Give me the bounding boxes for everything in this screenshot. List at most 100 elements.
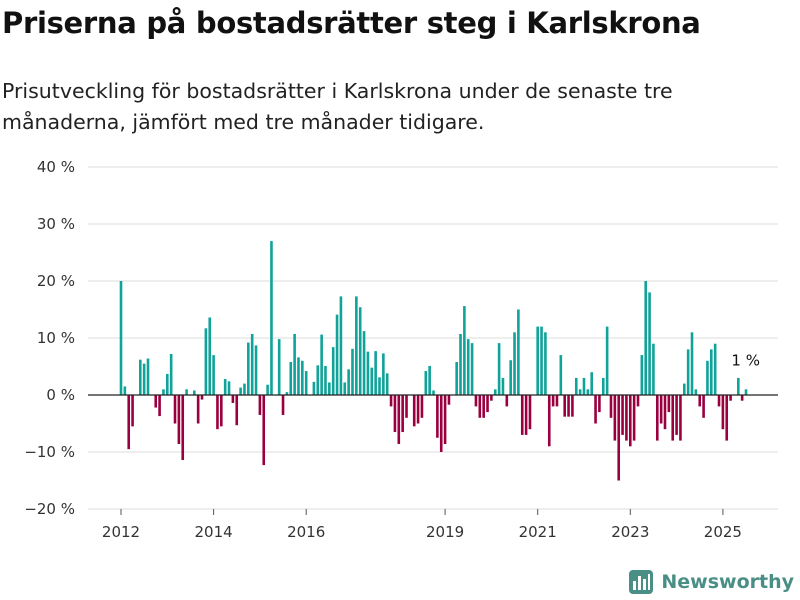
bar — [594, 395, 597, 424]
bar — [328, 382, 331, 395]
bar — [505, 395, 509, 407]
bar — [679, 395, 682, 441]
bar — [312, 381, 316, 395]
y-tick-label: 20 % — [37, 272, 75, 290]
bar — [138, 359, 142, 395]
bar — [393, 395, 397, 433]
bar — [235, 395, 239, 426]
bar — [247, 342, 250, 395]
bar — [544, 332, 547, 395]
bar — [216, 395, 219, 430]
bar — [729, 395, 732, 401]
bar — [690, 332, 694, 395]
x-axis: 2012 2014 2016 2019 2021 2023 2025 — [102, 509, 742, 541]
bar — [513, 332, 516, 395]
bar-chart-logo-icon — [629, 570, 654, 594]
bar — [555, 395, 559, 407]
bar — [744, 389, 748, 395]
bar — [382, 353, 385, 395]
bar — [628, 395, 632, 447]
bar — [586, 389, 590, 395]
bar — [351, 348, 354, 395]
bar — [486, 395, 489, 413]
latest-value-annotation: 1 % — [731, 351, 760, 369]
bar — [490, 395, 493, 401]
bar — [231, 395, 235, 403]
bar — [517, 309, 520, 395]
bar — [358, 307, 362, 395]
bar — [640, 355, 644, 395]
bar — [193, 390, 196, 395]
y-tick-label: 0 % — [46, 386, 75, 404]
bar — [173, 395, 177, 424]
bar — [142, 363, 146, 395]
bar — [497, 343, 501, 395]
bar — [578, 389, 582, 395]
bar — [250, 334, 254, 395]
bar — [370, 367, 374, 395]
bar — [397, 395, 401, 445]
bar — [405, 395, 408, 418]
bar — [686, 349, 690, 395]
y-tick-label: −10 % — [24, 443, 75, 461]
bar — [547, 395, 551, 447]
x-tick-label: 2016 — [287, 523, 325, 541]
bar — [432, 390, 435, 395]
bar — [343, 382, 347, 395]
bar — [644, 281, 648, 395]
bar — [293, 334, 296, 395]
bar — [455, 361, 458, 395]
bar — [196, 395, 200, 424]
bar — [424, 371, 428, 395]
bar — [304, 371, 308, 395]
bar — [632, 395, 636, 441]
bar — [158, 395, 161, 417]
bar — [551, 395, 555, 407]
bar — [266, 384, 269, 395]
bars — [119, 241, 748, 481]
bar — [339, 296, 343, 395]
bar — [223, 379, 227, 395]
bar — [617, 395, 621, 481]
bar — [185, 389, 188, 395]
x-tick-label: 2023 — [611, 523, 649, 541]
bar — [567, 395, 570, 417]
bar — [559, 355, 563, 395]
bar — [169, 353, 173, 395]
bar — [285, 392, 289, 395]
bar — [710, 349, 713, 395]
bar — [636, 395, 640, 407]
bar — [706, 360, 709, 395]
bar — [524, 395, 528, 435]
bar — [320, 334, 323, 395]
bar — [493, 389, 497, 395]
bar — [355, 296, 358, 395]
bar — [737, 377, 740, 395]
bar — [220, 395, 223, 427]
bar-chart: 40 %30 %20 %10 %0 %−10 %−20 % 2012 2014 20… — [24, 158, 778, 541]
bar — [166, 373, 169, 395]
bar — [659, 395, 663, 424]
bar — [540, 326, 543, 395]
bar — [663, 395, 667, 430]
bar — [605, 326, 609, 395]
bar — [563, 395, 566, 417]
bar — [146, 358, 150, 395]
bar — [335, 314, 339, 395]
bar — [501, 377, 505, 395]
bar — [601, 377, 605, 395]
bar — [671, 395, 675, 441]
bar — [520, 395, 524, 435]
bar — [362, 331, 366, 395]
bar — [652, 343, 655, 395]
bar — [208, 317, 212, 395]
x-tick-label: 2025 — [704, 523, 742, 541]
bar — [366, 351, 370, 395]
bar — [609, 395, 613, 418]
x-tick-label: 2014 — [195, 523, 233, 541]
bar — [347, 369, 350, 395]
bar — [694, 389, 698, 395]
bar — [621, 395, 624, 435]
chart-subtitle: Prisutveckling för bostadsrätter i Karls… — [2, 79, 673, 134]
bar — [667, 395, 671, 413]
